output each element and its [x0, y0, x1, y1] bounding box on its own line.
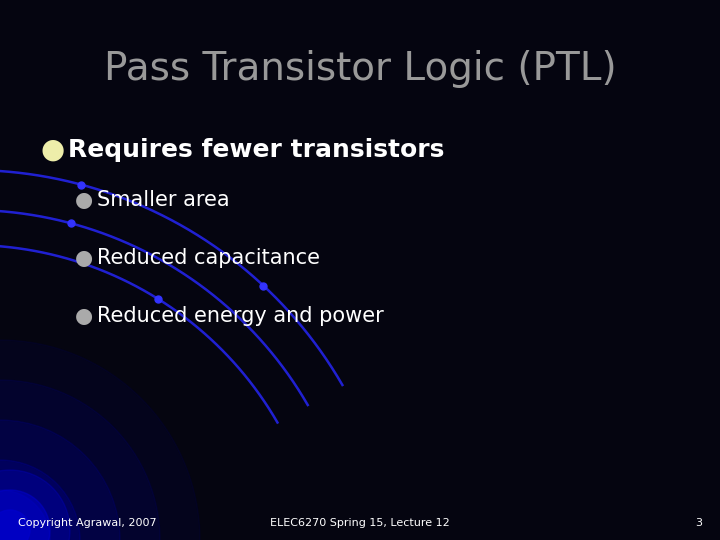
Circle shape [0, 420, 120, 540]
Text: Copyright Agrawal, 2007: Copyright Agrawal, 2007 [18, 518, 157, 528]
Circle shape [0, 340, 200, 540]
Text: Reduced energy and power: Reduced energy and power [97, 306, 384, 326]
Text: Requires fewer transistors: Requires fewer transistors [68, 138, 444, 162]
Circle shape [0, 470, 70, 540]
Text: Reduced capacitance: Reduced capacitance [97, 248, 320, 268]
Circle shape [0, 490, 50, 540]
Text: Smaller area: Smaller area [97, 190, 230, 210]
Circle shape [0, 380, 160, 540]
Text: 3: 3 [695, 518, 702, 528]
Circle shape [0, 460, 80, 540]
Circle shape [0, 490, 50, 540]
Text: Pass Transistor Logic (PTL): Pass Transistor Logic (PTL) [104, 50, 616, 88]
Text: ●: ● [75, 248, 94, 268]
Text: ●: ● [75, 306, 94, 326]
Circle shape [0, 510, 30, 540]
Text: ●: ● [75, 190, 94, 210]
Text: ELEC6270 Spring 15, Lecture 12: ELEC6270 Spring 15, Lecture 12 [270, 518, 450, 528]
Text: ●: ● [40, 136, 64, 164]
